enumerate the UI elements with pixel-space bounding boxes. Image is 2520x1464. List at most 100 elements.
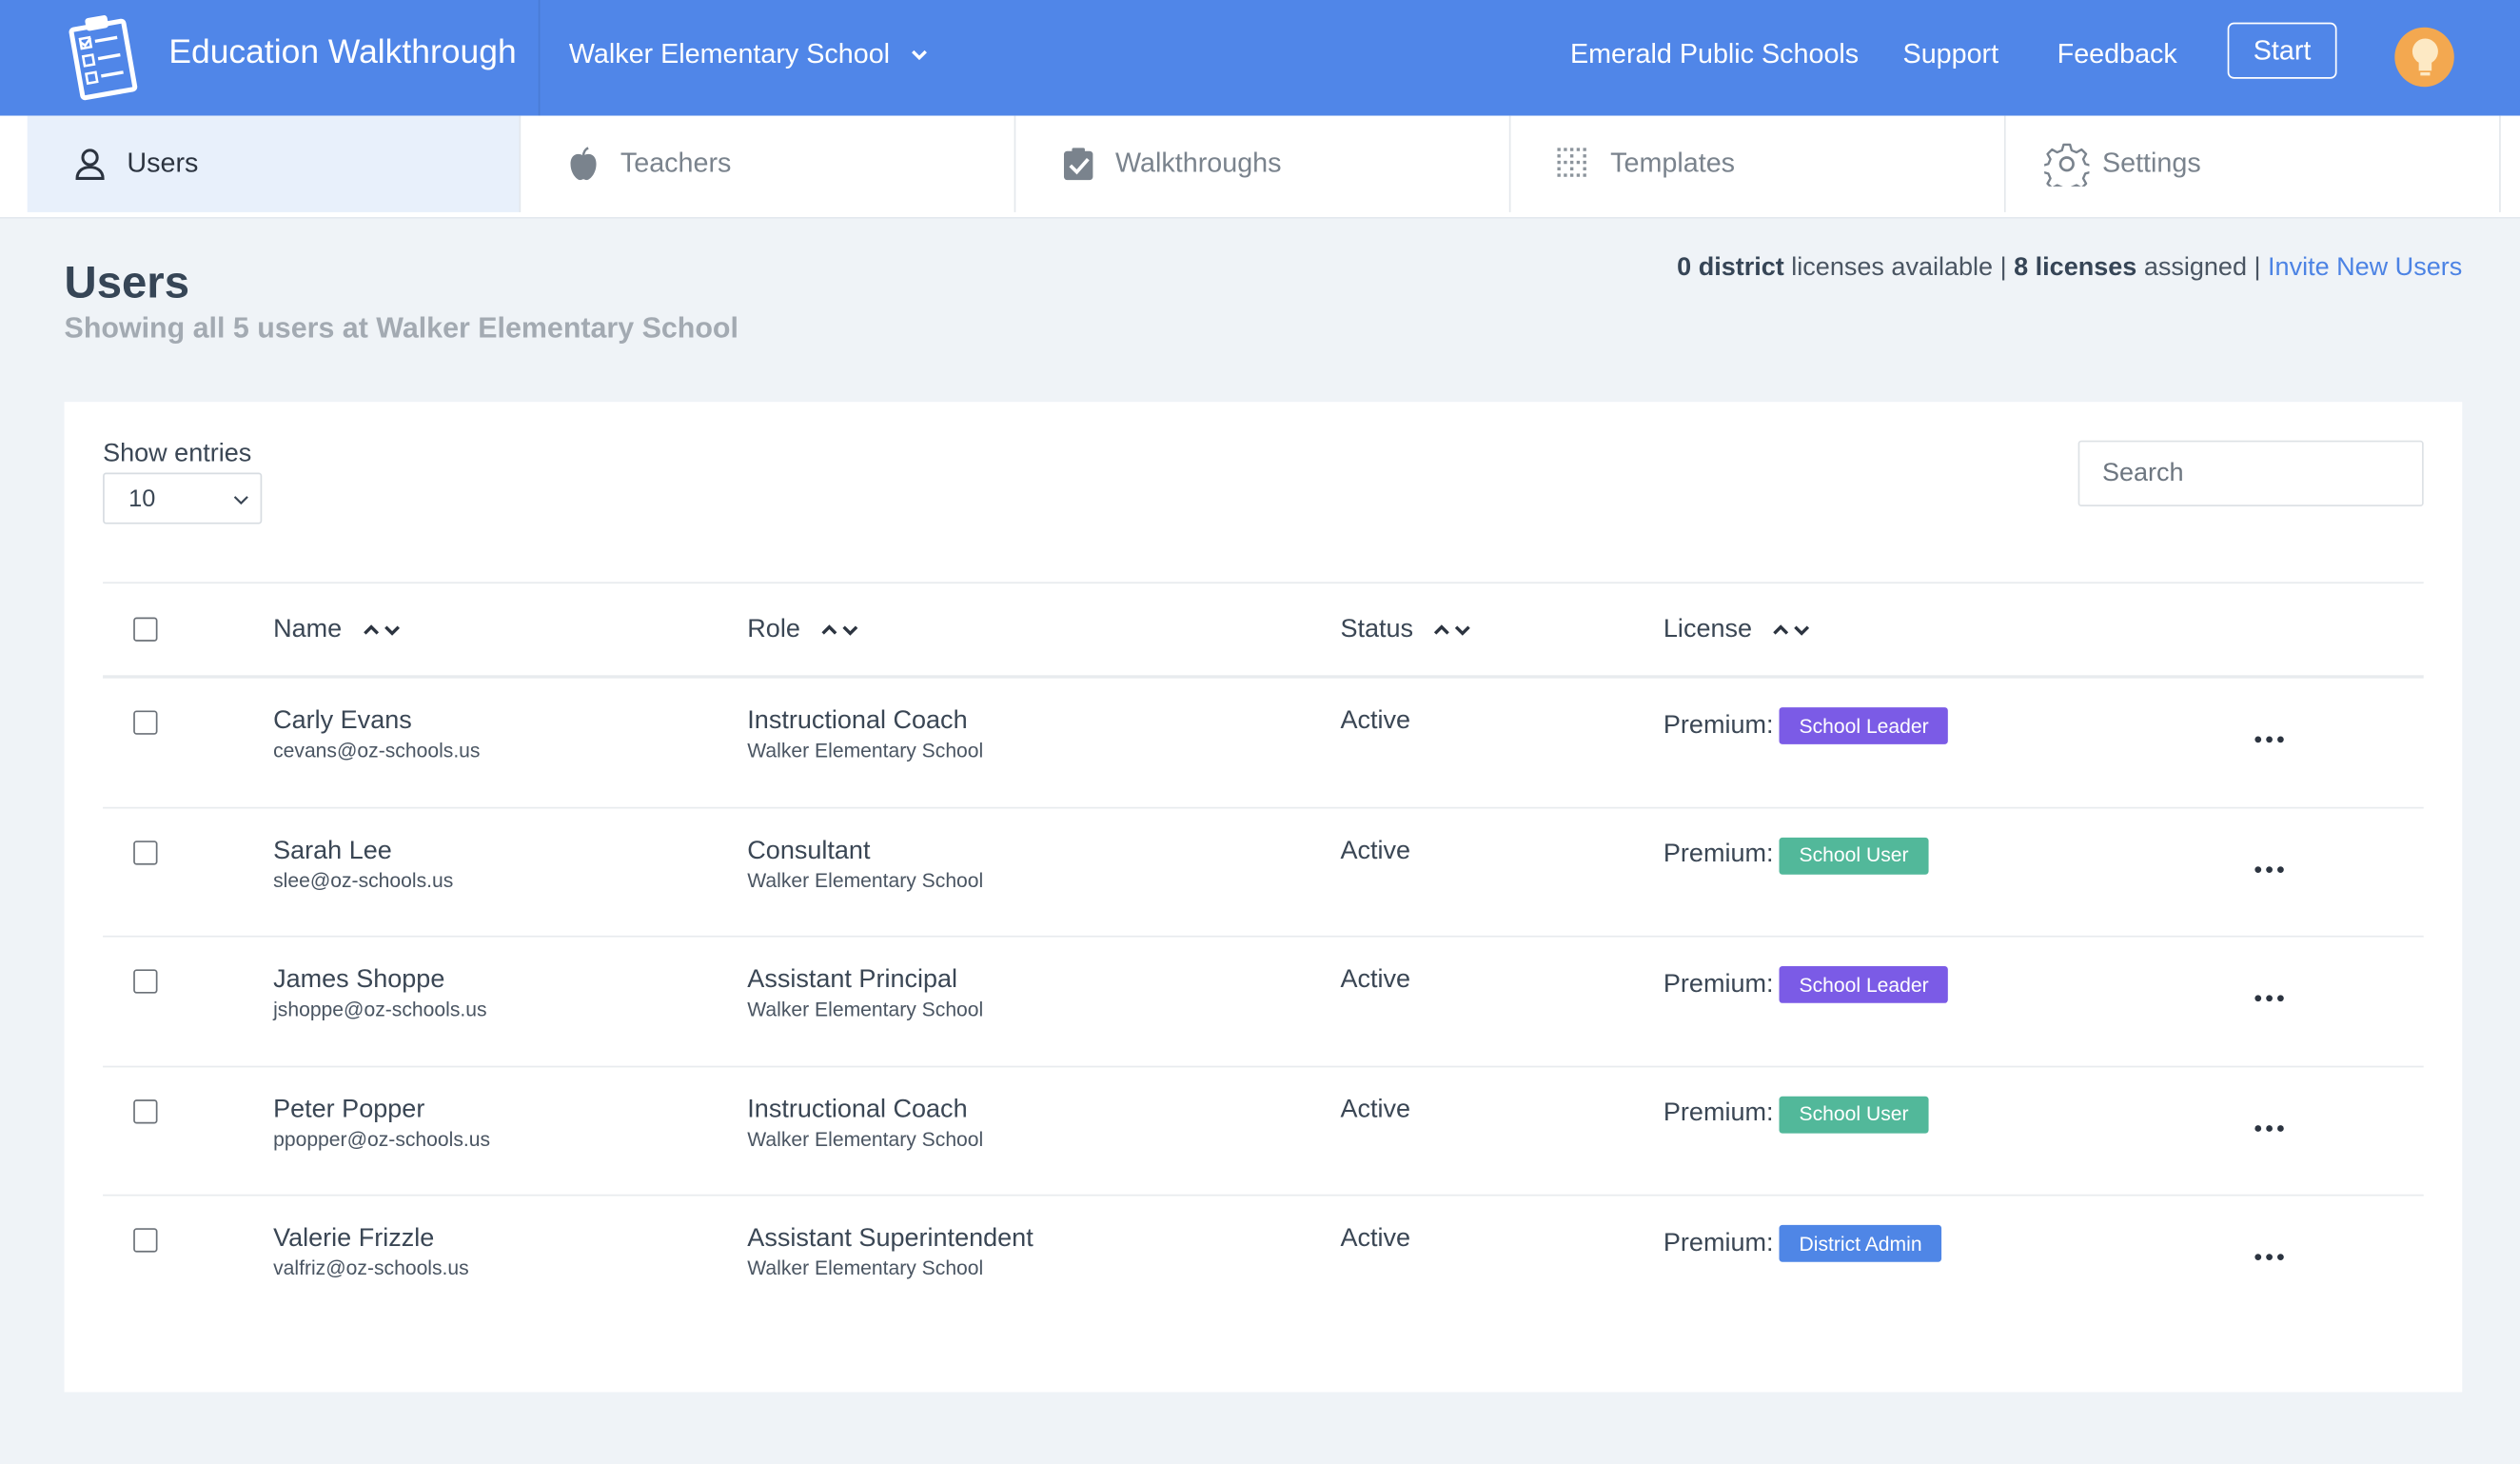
license-summary: 0 district licenses available | 8 licens… <box>1677 254 2462 283</box>
sort-icon <box>1773 624 1810 636</box>
license-column-header[interactable]: License <box>1664 616 1813 644</box>
sort-icon <box>1434 624 1471 636</box>
table-row[interactable]: Valerie Frizzle valfriz@oz-schools.us As… <box>103 1196 2424 1325</box>
license-badge: School User <box>1780 1095 1928 1133</box>
user-name[interactable]: Valerie Frizzle <box>273 1224 435 1253</box>
license-cell: Premium: District Admin <box>1664 1224 1941 1262</box>
license-badge: School User <box>1780 837 1928 874</box>
more-actions-button[interactable] <box>2240 853 2298 885</box>
user-email: valfriz@oz-schools.us <box>273 1256 469 1280</box>
table-row[interactable]: James Shoppe jshoppe@oz-schools.us Assis… <box>103 938 2424 1067</box>
user-name[interactable]: Carly Evans <box>273 707 412 735</box>
role-column-header[interactable]: Role <box>747 616 861 644</box>
search-input[interactable] <box>2077 440 2424 506</box>
license-cell: Premium: School User <box>1663 1095 1928 1133</box>
row-checkbox[interactable] <box>133 1228 158 1253</box>
brand[interactable]: Education Walkthrough <box>0 0 541 116</box>
ellipsis-icon <box>2254 1254 2262 1261</box>
tab-settings-label: Settings <box>2101 148 2201 179</box>
district-license-count: 0 district <box>1677 253 1784 282</box>
invite-new-users-link[interactable]: Invite New Users <box>2268 253 2463 282</box>
show-entries-label: Show entries <box>103 440 252 468</box>
more-actions-button[interactable] <box>2240 1112 2298 1144</box>
user-school: Walker Elementary School <box>747 868 984 892</box>
license-prefix: Premium: <box>1663 711 1774 740</box>
user-email: jshoppe@oz-schools.us <box>273 998 487 1021</box>
clipboard-check-icon <box>1063 148 1093 181</box>
select-all-checkbox[interactable] <box>133 617 158 642</box>
chevron-down-icon <box>911 49 927 61</box>
user-role: Assistant Superintendent <box>747 1224 1034 1253</box>
school-selector-label: Walker Elementary School <box>568 38 891 69</box>
tab-templates[interactable]: Templates <box>1510 115 2006 212</box>
user-status: Active <box>1340 1224 1411 1253</box>
license-available-text: licenses available | <box>1783 253 2015 282</box>
users-card: Show entries 10 Name Role Status <box>64 402 2463 1393</box>
gear-icon <box>2044 143 2090 187</box>
license-prefix: Premium: <box>1663 1099 1774 1127</box>
district-link[interactable]: Emerald Public Schools <box>1569 38 1860 69</box>
ellipsis-icon <box>2254 1124 2262 1132</box>
tab-users[interactable]: Users <box>27 115 522 212</box>
assigned-license-count: 8 licenses <box>2014 253 2137 282</box>
clipboard-checklist-icon <box>69 15 138 101</box>
tab-teachers-label: Teachers <box>620 148 732 179</box>
support-link[interactable]: Support <box>1902 38 1999 69</box>
tab-settings[interactable]: Settings <box>2006 115 2501 212</box>
main-tabs: Users Teachers Walkthroughs <box>0 115 2520 219</box>
user-name[interactable]: James Shoppe <box>273 965 445 994</box>
table-row[interactable]: Carly Evans cevans@oz-schools.us Instruc… <box>103 679 2424 808</box>
table-header: Name Role Status License <box>103 582 2424 679</box>
user-icon <box>75 148 105 180</box>
license-cell: Premium: School Leader <box>1663 965 1948 1003</box>
user-role: Consultant <box>747 837 871 864</box>
users-table: Name Role Status License Carly Evans <box>103 582 2424 1325</box>
license-cell: Premium: School User <box>1664 837 1928 874</box>
sort-icon <box>821 624 858 636</box>
more-actions-button[interactable] <box>2240 723 2298 756</box>
table-row[interactable]: Peter Popper ppopper@oz-schools.us Instr… <box>103 1067 2424 1197</box>
avatar[interactable] <box>2394 27 2454 88</box>
license-badge: District Admin <box>1780 1224 1941 1262</box>
school-selector[interactable]: Walker Elementary School <box>569 39 929 71</box>
app-title: Education Walkthrough <box>168 33 517 71</box>
tab-walkthroughs[interactable]: Walkthroughs <box>1015 115 1511 212</box>
tab-walkthroughs-label: Walkthroughs <box>1115 148 1282 179</box>
row-checkbox[interactable] <box>133 969 158 994</box>
entries-value: 10 <box>128 485 156 512</box>
user-school: Walker Elementary School <box>747 1127 984 1151</box>
user-school: Walker Elementary School <box>747 1256 984 1280</box>
user-role: Assistant Principal <box>747 965 958 994</box>
apple-icon <box>570 147 597 181</box>
top-bar: Education Walkthrough Walker Elementary … <box>0 0 2520 116</box>
user-name[interactable]: Peter Popper <box>273 1095 425 1123</box>
user-status: Active <box>1340 965 1411 994</box>
tab-templates-label: Templates <box>1610 148 1736 179</box>
start-button[interactable]: Start <box>2227 22 2337 79</box>
page-title: Users <box>64 257 190 307</box>
license-prefix: Premium: <box>1663 970 1774 998</box>
user-name[interactable]: Sarah Lee <box>273 837 392 864</box>
user-role: Instructional Coach <box>747 707 968 735</box>
tab-teachers[interactable]: Teachers <box>521 115 1016 212</box>
entries-select[interactable]: 10 <box>103 472 263 524</box>
more-actions-button[interactable] <box>2240 1241 2298 1274</box>
tab-users-label: Users <box>127 148 199 179</box>
row-checkbox[interactable] <box>133 710 158 735</box>
license-cell: Premium: School Leader <box>1664 707 1948 744</box>
name-column-header[interactable]: Name <box>273 616 403 644</box>
status-column-header[interactable]: Status <box>1340 616 1474 644</box>
more-actions-button[interactable] <box>2240 982 2298 1015</box>
row-checkbox[interactable] <box>133 840 158 864</box>
lightbulb-icon <box>2412 37 2438 75</box>
ellipsis-icon <box>2254 995 2262 1002</box>
user-status: Active <box>1340 1095 1411 1123</box>
user-status: Active <box>1340 707 1411 735</box>
user-email: slee@oz-schools.us <box>273 868 454 892</box>
license-prefix: Premium: <box>1663 841 1774 868</box>
feedback-link[interactable]: Feedback <box>2057 38 2177 69</box>
row-checkbox[interactable] <box>133 1098 158 1123</box>
license-badge: School Leader <box>1780 707 1948 744</box>
license-badge: School Leader <box>1780 965 1948 1003</box>
table-row[interactable]: Sarah Lee slee@oz-schools.us Consultant … <box>103 808 2424 938</box>
